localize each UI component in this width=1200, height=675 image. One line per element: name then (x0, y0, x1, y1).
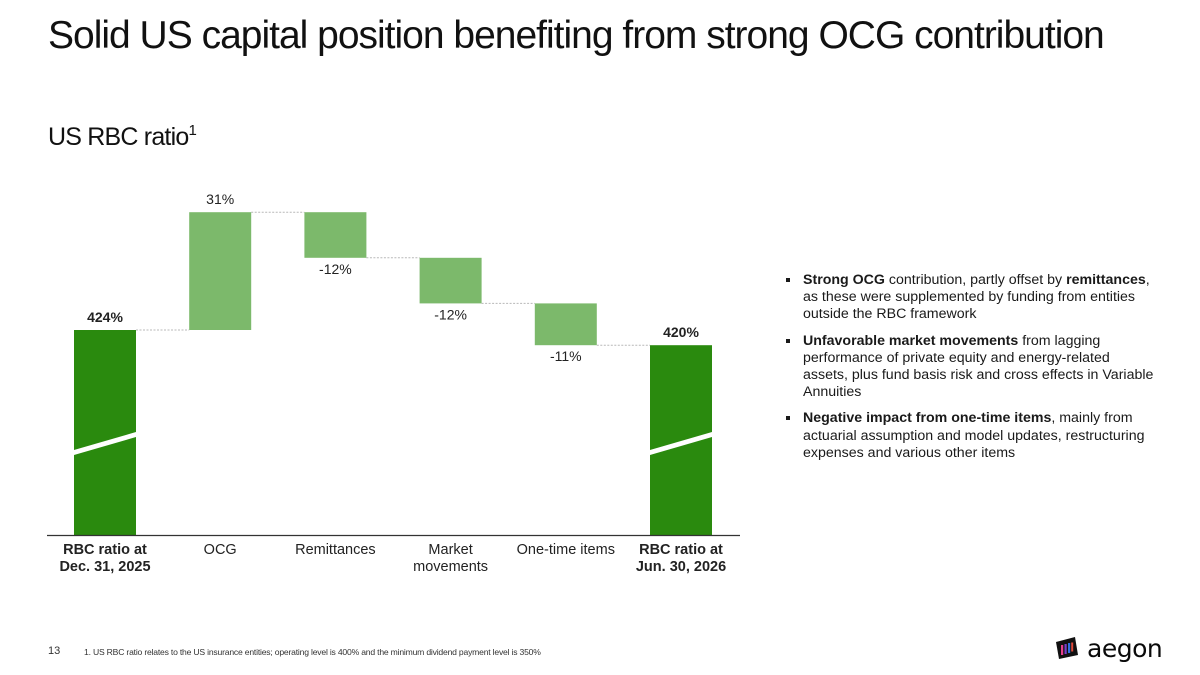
bullet-emphasis: Negative impact from one-time items (803, 410, 1052, 427)
bar-total (650, 345, 712, 535)
data-label: 31% (206, 191, 234, 207)
bullet-marker (786, 278, 790, 282)
bullet-item: Strong OCG contribution, partly offset b… (786, 272, 1158, 324)
data-label: -12% (434, 306, 467, 322)
bullet-item: Negative impact from one-time items, mai… (786, 410, 1158, 462)
axis-break-mark (650, 432, 712, 455)
bullet-marker (786, 338, 790, 343)
bullet-marker (786, 416, 790, 421)
logo-text: aegon (1087, 633, 1163, 663)
category-label: Remittances (295, 542, 376, 558)
bar-total (74, 330, 136, 535)
category-label: movements (413, 559, 488, 575)
bullet-text: from lagging performance of private equi… (803, 332, 1154, 401)
aegon-logo-icon (1056, 637, 1078, 659)
footnote-marker: 1 (188, 122, 197, 139)
bullet-emphasis: Strong OCG (803, 272, 885, 288)
bullet-text: contribution, partly offset by (884, 272, 1067, 288)
data-label: -12% (319, 261, 352, 277)
axis-break-mark (74, 432, 136, 455)
bullet-emphasis: Unfavorable market movements (803, 332, 1019, 349)
category-label: RBC ratio at (639, 542, 723, 558)
category-label: RBC ratio at (63, 542, 147, 558)
chart-subtitle-text: US RBC ratio (48, 123, 189, 151)
bullet-emphasis: remittances (1066, 272, 1146, 288)
bar-delta (304, 212, 367, 258)
bar-delta (534, 303, 597, 346)
waterfall-chart: 424%31%-12%-12%-11%420%RBC ratio atDec. … (47, 191, 740, 575)
category-label: Dec. 31, 2025 (59, 559, 150, 575)
category-label: One-time items (517, 542, 615, 558)
bar-delta (419, 257, 482, 304)
footnote: 1. US RBC ratio relates to the US insura… (84, 647, 541, 657)
bullet-item: Unfavorable market movements from laggin… (786, 333, 1158, 402)
page-number: 13 (48, 645, 61, 657)
chart-subtitle: US RBC ratio1 (48, 122, 197, 152)
category-label: Market (428, 542, 472, 558)
slide-title: Solid US capital position benefiting fro… (48, 14, 1105, 57)
data-label: -11% (550, 348, 582, 364)
data-label: 424% (87, 309, 123, 325)
bullet-text: , mainly from actuarial assumption and m… (803, 410, 1145, 461)
data-label: 420% (663, 324, 699, 340)
category-label: Jun. 30, 2026 (636, 559, 726, 575)
category-label: OCG (204, 542, 237, 558)
commentary-bullets: Strong OCG contribution, partly offset b… (786, 272, 1158, 471)
bar-delta (189, 212, 252, 330)
aegon-logo: aegon (1055, 632, 1163, 664)
bullet-text: , as these were supplemented by funding … (803, 272, 1150, 323)
